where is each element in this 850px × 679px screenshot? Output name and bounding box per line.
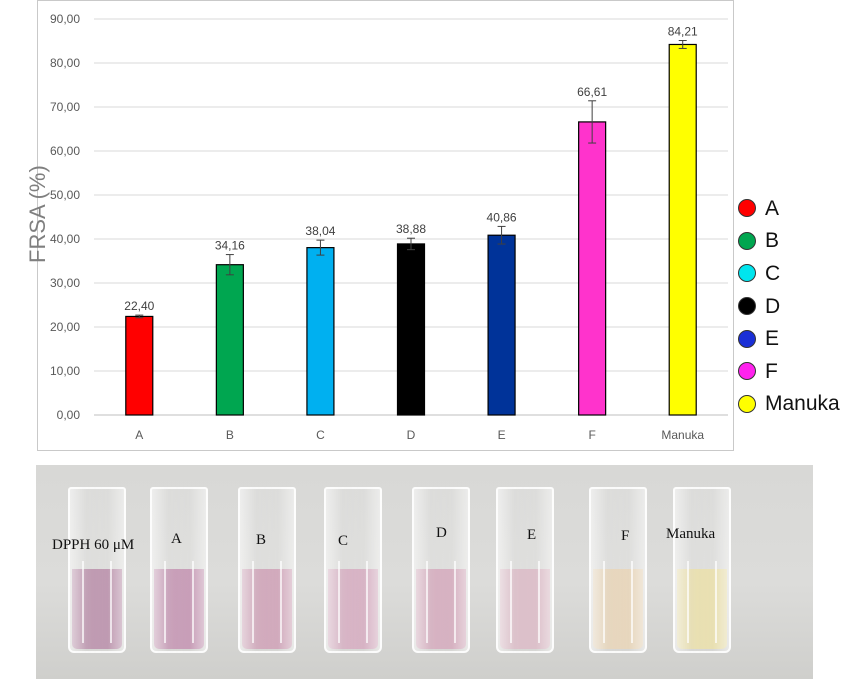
y-tick-label: 90,00 bbox=[50, 12, 80, 26]
cuvette-glass bbox=[673, 487, 731, 653]
legend-marker bbox=[738, 199, 756, 218]
cuvette-glass bbox=[150, 487, 208, 653]
cuvette-window bbox=[687, 561, 717, 643]
legend-label: Manuka bbox=[765, 392, 840, 416]
y-tick-label: 10,00 bbox=[50, 364, 80, 378]
x-tick-label: E bbox=[498, 428, 506, 442]
chart-panel: 0,00 10,00 20,00 30,00 40,00 50,00 60,00 70,00 8… bbox=[37, 0, 734, 451]
bar bbox=[306, 247, 335, 416]
x-tick-label: D bbox=[407, 428, 416, 442]
legend-label: B bbox=[765, 229, 780, 253]
cuvette-window bbox=[426, 561, 456, 643]
legend-item: Manuka bbox=[738, 388, 850, 421]
legend-item: D bbox=[738, 290, 850, 323]
y-tick-label: 80,00 bbox=[50, 56, 80, 70]
data-label: 34,16 bbox=[215, 239, 245, 253]
cuvette bbox=[412, 487, 470, 653]
y-tick-label: 50,00 bbox=[50, 188, 80, 202]
cuvette bbox=[324, 487, 382, 653]
legend-label: F bbox=[765, 359, 778, 383]
cuvette-glass bbox=[496, 487, 554, 653]
bar bbox=[487, 234, 516, 416]
y-tick-label: 40,00 bbox=[50, 232, 80, 246]
y-tick-label: 30,00 bbox=[50, 276, 80, 290]
bar bbox=[668, 43, 697, 416]
legend-label: C bbox=[765, 261, 781, 285]
cuvette-window bbox=[510, 561, 540, 643]
cuvette-label: DPPH 60 μM bbox=[52, 537, 135, 553]
cuvette-glass bbox=[238, 487, 296, 653]
cuvette-label: F bbox=[621, 528, 630, 544]
y-tick-label: 70,00 bbox=[50, 100, 80, 114]
cuvette-window bbox=[338, 561, 368, 643]
cuvette-window bbox=[603, 561, 633, 643]
x-tick-label: F bbox=[588, 428, 595, 442]
legend-marker bbox=[738, 394, 756, 413]
data-label: 84,21 bbox=[668, 25, 698, 39]
cuvette-label: A bbox=[171, 531, 182, 547]
bar bbox=[215, 264, 244, 416]
legend-marker bbox=[738, 297, 756, 316]
legend-item: A bbox=[738, 192, 850, 225]
legend-item: E bbox=[738, 322, 850, 355]
bar-chart: 0,00 10,00 20,00 30,00 40,00 50,00 60,00 70,00 8… bbox=[50, 12, 728, 442]
cuvette bbox=[673, 487, 731, 653]
legend-marker bbox=[738, 231, 756, 250]
data-label: 38,04 bbox=[305, 224, 335, 238]
legend-item: B bbox=[738, 225, 850, 258]
bar bbox=[125, 315, 154, 416]
y-tick-label: 60,00 bbox=[50, 144, 80, 158]
legend-marker bbox=[738, 362, 756, 381]
legend-marker bbox=[738, 329, 756, 348]
cuvette bbox=[238, 487, 296, 653]
data-label: 38,88 bbox=[396, 222, 426, 236]
cuvette-label: E bbox=[527, 527, 537, 543]
legend-label: E bbox=[765, 327, 780, 351]
cuvette-glass bbox=[68, 487, 126, 653]
y-tick-label: 0,00 bbox=[57, 408, 81, 422]
legend-item: F bbox=[738, 355, 850, 388]
cuvette-photo: DPPH 60 μM A B C D E F Manuka bbox=[36, 465, 813, 679]
x-tick-label: Manuka bbox=[661, 428, 704, 442]
legend-item: C bbox=[738, 257, 850, 290]
cuvette-window bbox=[252, 561, 282, 643]
cuvette-label: Manuka bbox=[666, 526, 716, 542]
cuvette-glass bbox=[324, 487, 382, 653]
bar bbox=[396, 243, 426, 416]
cuvette-glass bbox=[412, 487, 470, 653]
legend-marker bbox=[738, 264, 756, 283]
x-tick-label: C bbox=[316, 428, 325, 442]
cuvette bbox=[496, 487, 554, 653]
y-tick-label: 20,00 bbox=[50, 320, 80, 334]
data-label: 22,40 bbox=[124, 299, 154, 313]
cuvette-label: C bbox=[338, 533, 349, 549]
legend-label: A bbox=[765, 196, 780, 220]
data-label: 66,61 bbox=[577, 85, 607, 99]
data-label: 40,86 bbox=[487, 210, 517, 224]
cuvette-window bbox=[82, 561, 112, 643]
cuvette-window bbox=[164, 561, 194, 643]
y-axis-label: FRSA (%) bbox=[25, 165, 50, 263]
legend-label: D bbox=[765, 294, 781, 318]
cuvette-glass bbox=[589, 487, 647, 653]
cuvette-label: B bbox=[256, 532, 267, 548]
x-tick-label: A bbox=[135, 428, 143, 442]
cuvette bbox=[589, 487, 647, 653]
cuvette-label: D bbox=[436, 525, 447, 541]
x-tick-label: B bbox=[226, 428, 234, 442]
cuvette bbox=[68, 487, 126, 653]
cuvette bbox=[150, 487, 208, 653]
bar bbox=[578, 121, 607, 416]
legend: A B C D E F Manuka bbox=[738, 192, 850, 420]
